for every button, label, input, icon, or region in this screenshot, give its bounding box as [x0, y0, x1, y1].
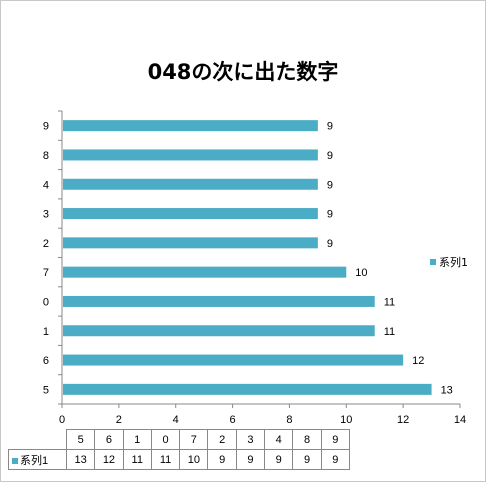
bar-data-label: 12: [412, 355, 424, 367]
legend: 系列1: [430, 254, 468, 270]
data-table-corner: [8, 429, 67, 450]
data-table-series-label: 系列1: [8, 449, 67, 470]
y-tick-label: 4: [43, 179, 49, 191]
data-table-value-cell: 9: [207, 449, 237, 470]
bar-data-label: 11: [384, 326, 395, 338]
x-tick-label: 2: [116, 414, 122, 426]
x-tick-label: 10: [340, 414, 352, 426]
y-tick-label: 6: [43, 355, 49, 367]
y-tick-label: 2: [43, 238, 49, 250]
data-table-category-cell: 1: [122, 429, 152, 450]
x-tick-label: 0: [59, 414, 65, 426]
legend-label: 系列1: [439, 256, 468, 269]
bar-data-label: 10: [355, 267, 367, 279]
bar: [63, 237, 318, 249]
y-tick-label: 8: [43, 150, 49, 162]
bar: [63, 149, 318, 161]
data-table-value-cell: 9: [264, 449, 294, 470]
data-table-category-cell: 7: [179, 429, 209, 450]
data-table-value-cell: 11: [150, 449, 181, 470]
data-table-category-cell: 9: [320, 429, 350, 450]
data-table-category-cell: 0: [150, 429, 181, 450]
data-table-category-cell: 2: [207, 429, 237, 450]
data-table-category-cell: 6: [94, 429, 124, 450]
bar: [63, 208, 318, 220]
bar-data-label: 9: [327, 150, 333, 162]
data-table-value-cell: 10: [179, 449, 209, 470]
data-table-category-cell: 8: [292, 429, 322, 450]
bar-data-label: 9: [327, 121, 333, 133]
legend-swatch: [430, 259, 436, 265]
data-table-swatch: [12, 457, 18, 464]
bar-data-label: 9: [327, 209, 333, 221]
y-tick-label: 1: [43, 326, 49, 338]
chart-title: 048の次に出た数字: [147, 60, 339, 84]
bar: [63, 325, 375, 337]
bar: [63, 120, 318, 132]
bar: [63, 266, 347, 278]
data-table-value-cell: 11: [122, 449, 152, 470]
data-table-value-cell: 13: [65, 449, 96, 470]
data-table-category-cell: 4: [264, 429, 294, 450]
data-table-value-cell: 9: [292, 449, 322, 470]
data-table-value-cell: 9: [235, 449, 266, 470]
x-tick-label: 12: [397, 414, 409, 426]
data-table-value-cell: 12: [94, 449, 124, 470]
bar: [63, 295, 375, 307]
x-tick-label: 4: [173, 414, 179, 426]
y-tick-label: 7: [43, 267, 49, 279]
bar-data-label: 13: [441, 384, 453, 396]
data-table-value-row: 系列1 13 12 11 11 10 9 9 9 9 9: [8, 449, 350, 470]
bar-data-label: 9: [327, 238, 333, 250]
data-table-series-name: 系列1: [20, 454, 49, 467]
y-tick-label: 9: [43, 121, 49, 133]
bar-data-label: 9: [327, 179, 333, 191]
y-tick-label: 0: [43, 296, 49, 308]
y-tick-label: 3: [43, 209, 49, 221]
x-tick-label: 6: [230, 414, 236, 426]
data-table-value-cell: 9: [320, 449, 350, 470]
x-tick-label: 8: [286, 414, 292, 426]
data-table-category-cell: 3: [235, 429, 266, 450]
bar: [63, 383, 432, 395]
bar: [63, 178, 318, 190]
bar: [63, 354, 404, 366]
y-tick-label: 5: [43, 384, 49, 396]
bar-data-label: 11: [384, 296, 395, 308]
x-tick-label: 14: [454, 414, 466, 426]
data-table-category-cell: 5: [65, 429, 96, 450]
